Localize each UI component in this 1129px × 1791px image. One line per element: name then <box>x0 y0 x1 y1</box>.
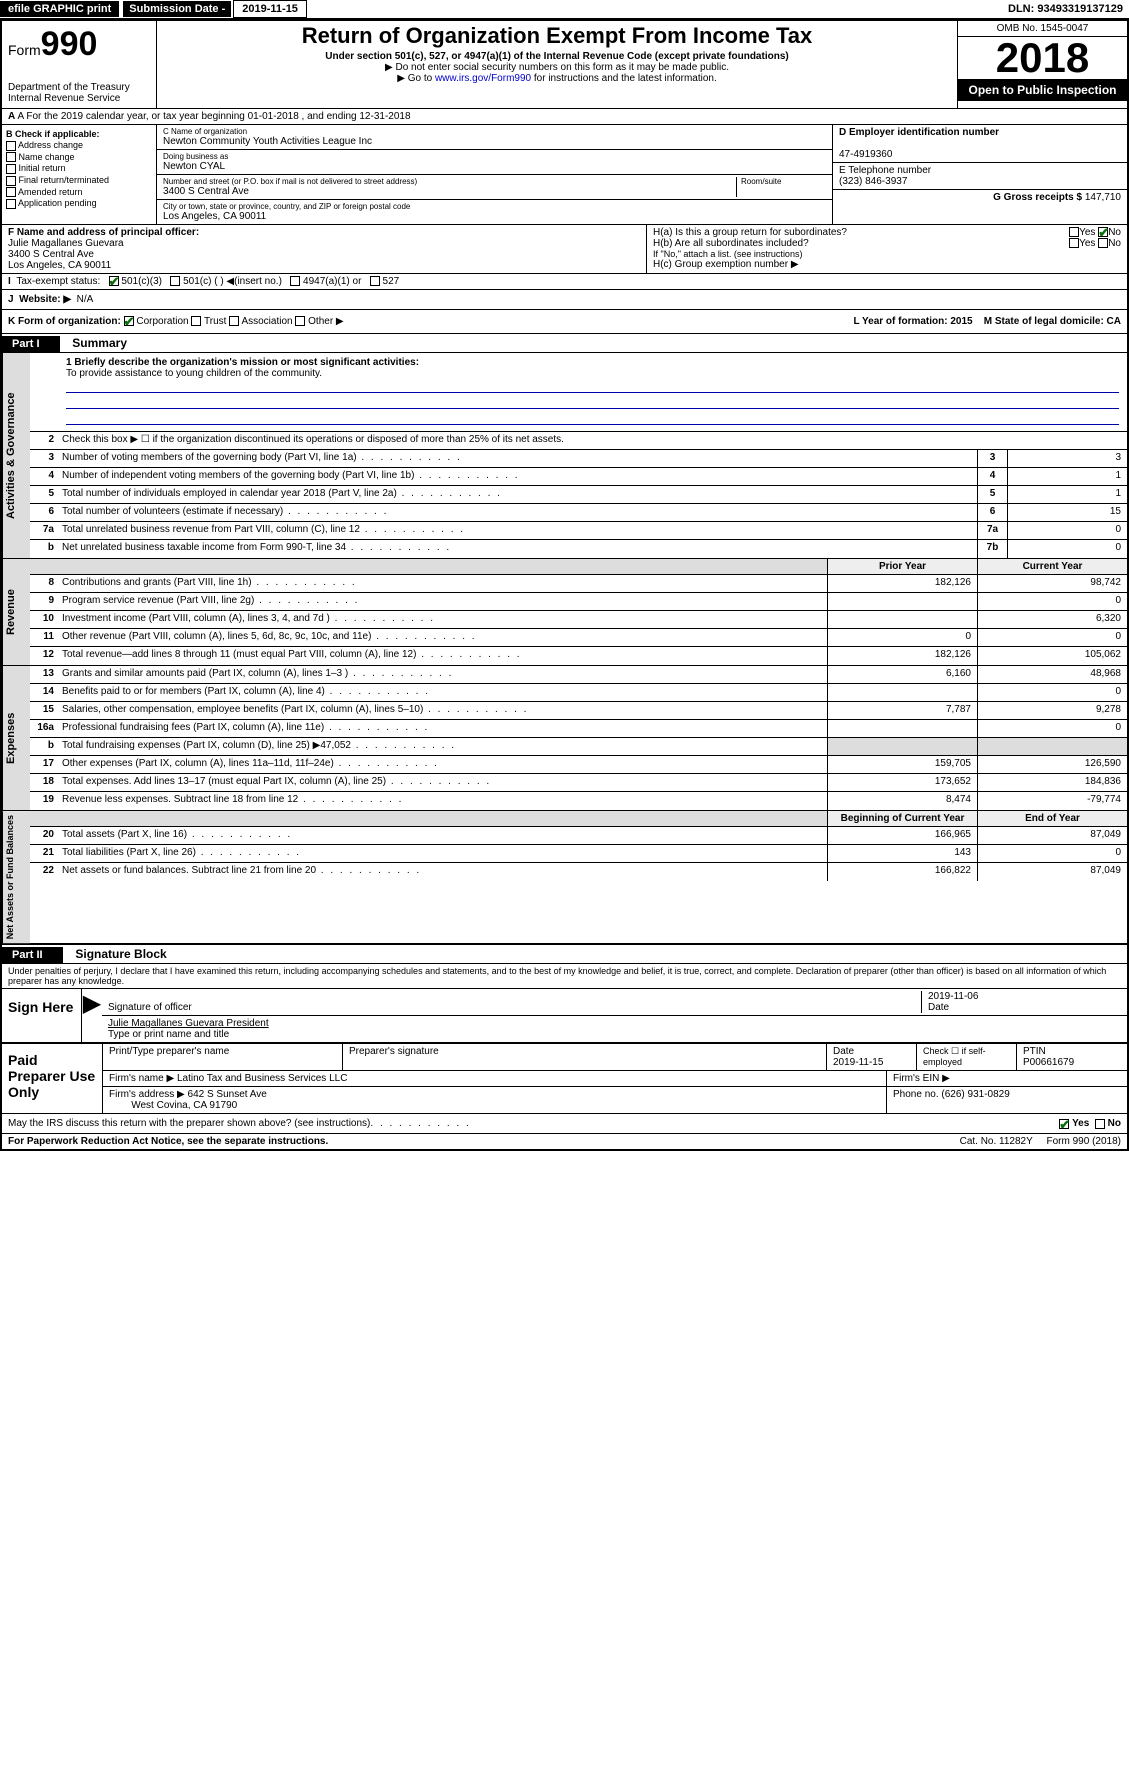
tax-year: 2018 <box>958 37 1127 79</box>
perjury: Under penalties of perjury, I declare th… <box>2 964 1127 989</box>
sub-date-label: Submission Date - <box>123 1 231 17</box>
dln: DLN: 93493319137129 <box>1008 3 1129 15</box>
form-990: Form990 Department of the Treasury Inter… <box>0 19 1129 1151</box>
col-de: D Employer identification number 47-4919… <box>832 125 1127 224</box>
year-formation: L Year of formation: 2015 <box>854 316 973 327</box>
ptin: P00661679 <box>1023 1057 1074 1068</box>
irs-link[interactable]: www.irs.gov/Form990 <box>435 73 531 84</box>
city: Los Angeles, CA 90011 <box>163 211 826 222</box>
prep-phone: (626) 931-0829 <box>941 1089 1009 1100</box>
dba: Newton CYAL <box>163 161 826 172</box>
part-1-hdr: Part I <box>2 336 60 352</box>
vlabel-governance: Activities & Governance <box>2 353 30 558</box>
col-c: C Name of organization Newton Community … <box>157 125 832 224</box>
discuss: May the IRS discuss this return with the… <box>8 1118 370 1129</box>
vlabel-revenue: Revenue <box>2 559 30 665</box>
col-b: B Check if applicable: Address change Na… <box>2 125 157 224</box>
ein: 47-4919360 <box>839 149 892 160</box>
section-f: F Name and address of principal officer:… <box>2 225 647 273</box>
row-a: A A For the 2019 calendar year, or tax y… <box>2 109 1127 125</box>
mission: To provide assistance to young children … <box>66 368 1119 379</box>
top-bar: efile GRAPHIC print Submission Date - 20… <box>0 0 1129 19</box>
vlabel-netassets: Net Assets or Fund Balances <box>2 811 30 943</box>
note1: ▶ Do not enter social security numbers o… <box>165 62 949 73</box>
sub-date: 2019-11-15 <box>233 0 307 18</box>
pra-notice: For Paperwork Reduction Act Notice, see … <box>8 1136 328 1147</box>
part-2-hdr: Part II <box>2 947 63 963</box>
street: 3400 S Central Ave <box>163 186 736 197</box>
form-title: Return of Organization Exempt From Incom… <box>165 23 949 49</box>
phone: (323) 846-3937 <box>839 176 907 187</box>
form-number: Form990 <box>8 25 150 64</box>
subtitle: Under section 501(c), 527, or 4947(a)(1)… <box>165 51 949 62</box>
org-name: Newton Community Youth Activities League… <box>163 136 826 147</box>
domicile: M State of legal domicile: CA <box>984 316 1121 327</box>
dept: Department of the Treasury Internal Reve… <box>8 82 150 104</box>
arrow-icon: ▶ <box>82 989 102 1042</box>
efile-btn[interactable]: efile GRAPHIC print <box>0 1 119 17</box>
note2: ▶ Go to www.irs.gov/Form990 for instruct… <box>165 73 949 84</box>
vlabel-expenses: Expenses <box>2 666 30 810</box>
open-inspection: Open to Public Inspection <box>958 79 1127 101</box>
sign-here: Sign Here <box>2 989 82 1042</box>
sig-date: 2019-11-06 <box>928 991 978 1002</box>
firm-name: Latino Tax and Business Services LLC <box>177 1073 347 1084</box>
gross-receipts: 147,710 <box>1085 192 1121 203</box>
section-h: H(a) Is this a group return for subordin… <box>647 225 1127 273</box>
paid-preparer: Paid Preparer Use Only <box>2 1044 102 1113</box>
officer-name: Julie Magallanes Guevara President <box>108 1018 269 1029</box>
website: N/A <box>77 294 94 305</box>
